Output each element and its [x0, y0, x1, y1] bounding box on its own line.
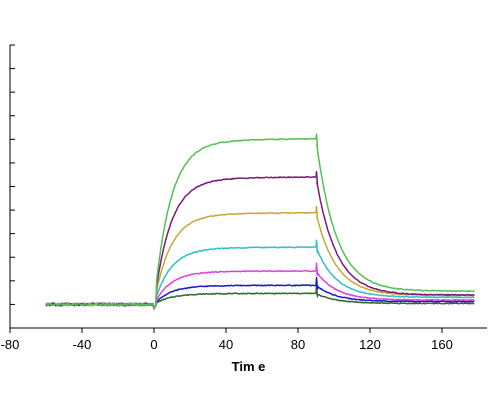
x-tick-label: 160 — [431, 337, 453, 352]
series-line — [45, 239, 475, 310]
x-tick-label: 120 — [359, 337, 381, 352]
series-group — [45, 133, 475, 310]
x-tick-label: -80 — [1, 337, 20, 352]
x-tick-label: 80 — [291, 337, 305, 352]
x-tick-label: 0 — [150, 337, 157, 352]
series-line — [45, 133, 475, 310]
series-line — [45, 171, 475, 310]
series-line — [45, 205, 475, 310]
x-tick-label: -40 — [73, 337, 92, 352]
x-axis-title: Tim e — [232, 359, 266, 374]
axes: -80 -40 0 40 80 120 160 — [1, 44, 487, 352]
x-tick-label: 40 — [219, 337, 233, 352]
